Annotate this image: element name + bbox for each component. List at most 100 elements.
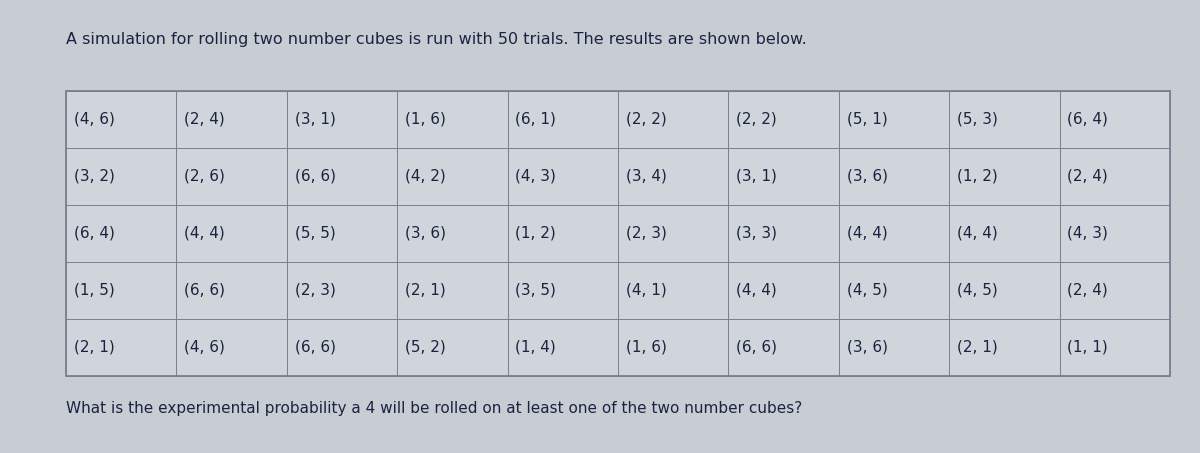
Bar	[839, 319, 949, 376]
Text: (2, 4): (2, 4)	[1067, 283, 1108, 298]
Bar	[618, 91, 728, 148]
Bar	[1060, 262, 1170, 319]
Bar	[839, 205, 949, 262]
Text: (6, 6): (6, 6)	[294, 340, 336, 355]
Bar	[949, 148, 1060, 205]
Bar	[1060, 148, 1170, 205]
Bar	[618, 148, 728, 205]
Bar	[618, 319, 728, 376]
Text: (2, 4): (2, 4)	[184, 111, 224, 127]
Text: (4, 4): (4, 4)	[956, 226, 997, 241]
Bar	[66, 148, 176, 205]
Text: (6, 4): (6, 4)	[1067, 111, 1109, 127]
Bar	[839, 148, 949, 205]
Bar	[1060, 91, 1170, 148]
Bar	[66, 205, 176, 262]
Text: (6, 4): (6, 4)	[73, 226, 115, 241]
Text: (3, 1): (3, 1)	[736, 169, 778, 184]
Text: (3, 6): (3, 6)	[846, 340, 888, 355]
Bar	[728, 148, 839, 205]
Bar	[397, 262, 508, 319]
Text: (3, 6): (3, 6)	[846, 169, 888, 184]
Text: (5, 5): (5, 5)	[294, 226, 335, 241]
Bar	[839, 262, 949, 319]
Bar	[1060, 205, 1170, 262]
Text: (6, 1): (6, 1)	[515, 111, 557, 127]
Text: (2, 1): (2, 1)	[404, 283, 445, 298]
Bar	[176, 205, 287, 262]
Text: (2, 1): (2, 1)	[956, 340, 997, 355]
Bar	[728, 91, 839, 148]
Bar	[176, 148, 287, 205]
Text: (1, 1): (1, 1)	[1067, 340, 1108, 355]
Text: (6, 6): (6, 6)	[184, 283, 226, 298]
Text: (4, 4): (4, 4)	[736, 283, 776, 298]
Text: (5, 2): (5, 2)	[404, 340, 445, 355]
Bar	[1060, 319, 1170, 376]
Text: (4, 6): (4, 6)	[73, 111, 115, 127]
Bar	[287, 319, 397, 376]
Bar	[287, 148, 397, 205]
Bar	[66, 319, 176, 376]
Bar	[397, 205, 508, 262]
Text: (1, 2): (1, 2)	[956, 169, 997, 184]
Bar	[397, 91, 508, 148]
Bar	[508, 205, 618, 262]
Text: What is the experimental probability a 4 will be rolled on at least one of the t: What is the experimental probability a 4…	[66, 401, 803, 416]
Text: (4, 3): (4, 3)	[515, 169, 557, 184]
Text: (3, 5): (3, 5)	[515, 283, 557, 298]
Bar	[618, 262, 728, 319]
Bar	[949, 91, 1060, 148]
Bar	[176, 262, 287, 319]
Text: (3, 4): (3, 4)	[625, 169, 667, 184]
Text: (3, 1): (3, 1)	[294, 111, 336, 127]
Text: (4, 2): (4, 2)	[404, 169, 445, 184]
Text: (3, 2): (3, 2)	[73, 169, 115, 184]
Bar	[949, 319, 1060, 376]
Text: (4, 5): (4, 5)	[956, 283, 997, 298]
Bar	[66, 91, 176, 148]
Text: (1, 5): (1, 5)	[73, 283, 114, 298]
Text: (2, 4): (2, 4)	[1067, 169, 1108, 184]
Text: (5, 1): (5, 1)	[846, 111, 887, 127]
Text: (4, 3): (4, 3)	[1067, 226, 1109, 241]
Bar	[728, 319, 839, 376]
Bar	[508, 148, 618, 205]
Bar	[176, 91, 287, 148]
Bar	[508, 319, 618, 376]
Text: (2, 2): (2, 2)	[736, 111, 776, 127]
Text: (4, 4): (4, 4)	[184, 226, 224, 241]
Bar	[839, 91, 949, 148]
Text: (3, 3): (3, 3)	[736, 226, 778, 241]
Text: (4, 1): (4, 1)	[625, 283, 666, 298]
Text: (4, 6): (4, 6)	[184, 340, 226, 355]
Bar	[949, 262, 1060, 319]
Text: (4, 5): (4, 5)	[846, 283, 887, 298]
Bar	[176, 319, 287, 376]
Bar	[618, 205, 728, 262]
Text: (2, 3): (2, 3)	[625, 226, 667, 241]
Bar	[508, 91, 618, 148]
Text: (6, 6): (6, 6)	[294, 169, 336, 184]
Bar	[397, 319, 508, 376]
Bar	[287, 262, 397, 319]
Text: (1, 4): (1, 4)	[515, 340, 556, 355]
Bar	[397, 148, 508, 205]
Text: (2, 2): (2, 2)	[625, 111, 666, 127]
Bar	[508, 262, 618, 319]
Bar	[287, 205, 397, 262]
Text: (2, 6): (2, 6)	[184, 169, 226, 184]
Bar	[949, 205, 1060, 262]
Bar	[287, 91, 397, 148]
Text: (1, 2): (1, 2)	[515, 226, 556, 241]
Bar	[728, 262, 839, 319]
Bar	[728, 205, 839, 262]
Text: (2, 1): (2, 1)	[73, 340, 114, 355]
Text: (3, 6): (3, 6)	[404, 226, 446, 241]
Text: A simulation for rolling two number cubes is run with 50 trials. The results are: A simulation for rolling two number cube…	[66, 32, 806, 47]
Text: (5, 3): (5, 3)	[956, 111, 998, 127]
Bar	[66, 262, 176, 319]
Text: (2, 3): (2, 3)	[294, 283, 336, 298]
Text: (6, 6): (6, 6)	[736, 340, 778, 355]
Text: (1, 6): (1, 6)	[625, 340, 667, 355]
